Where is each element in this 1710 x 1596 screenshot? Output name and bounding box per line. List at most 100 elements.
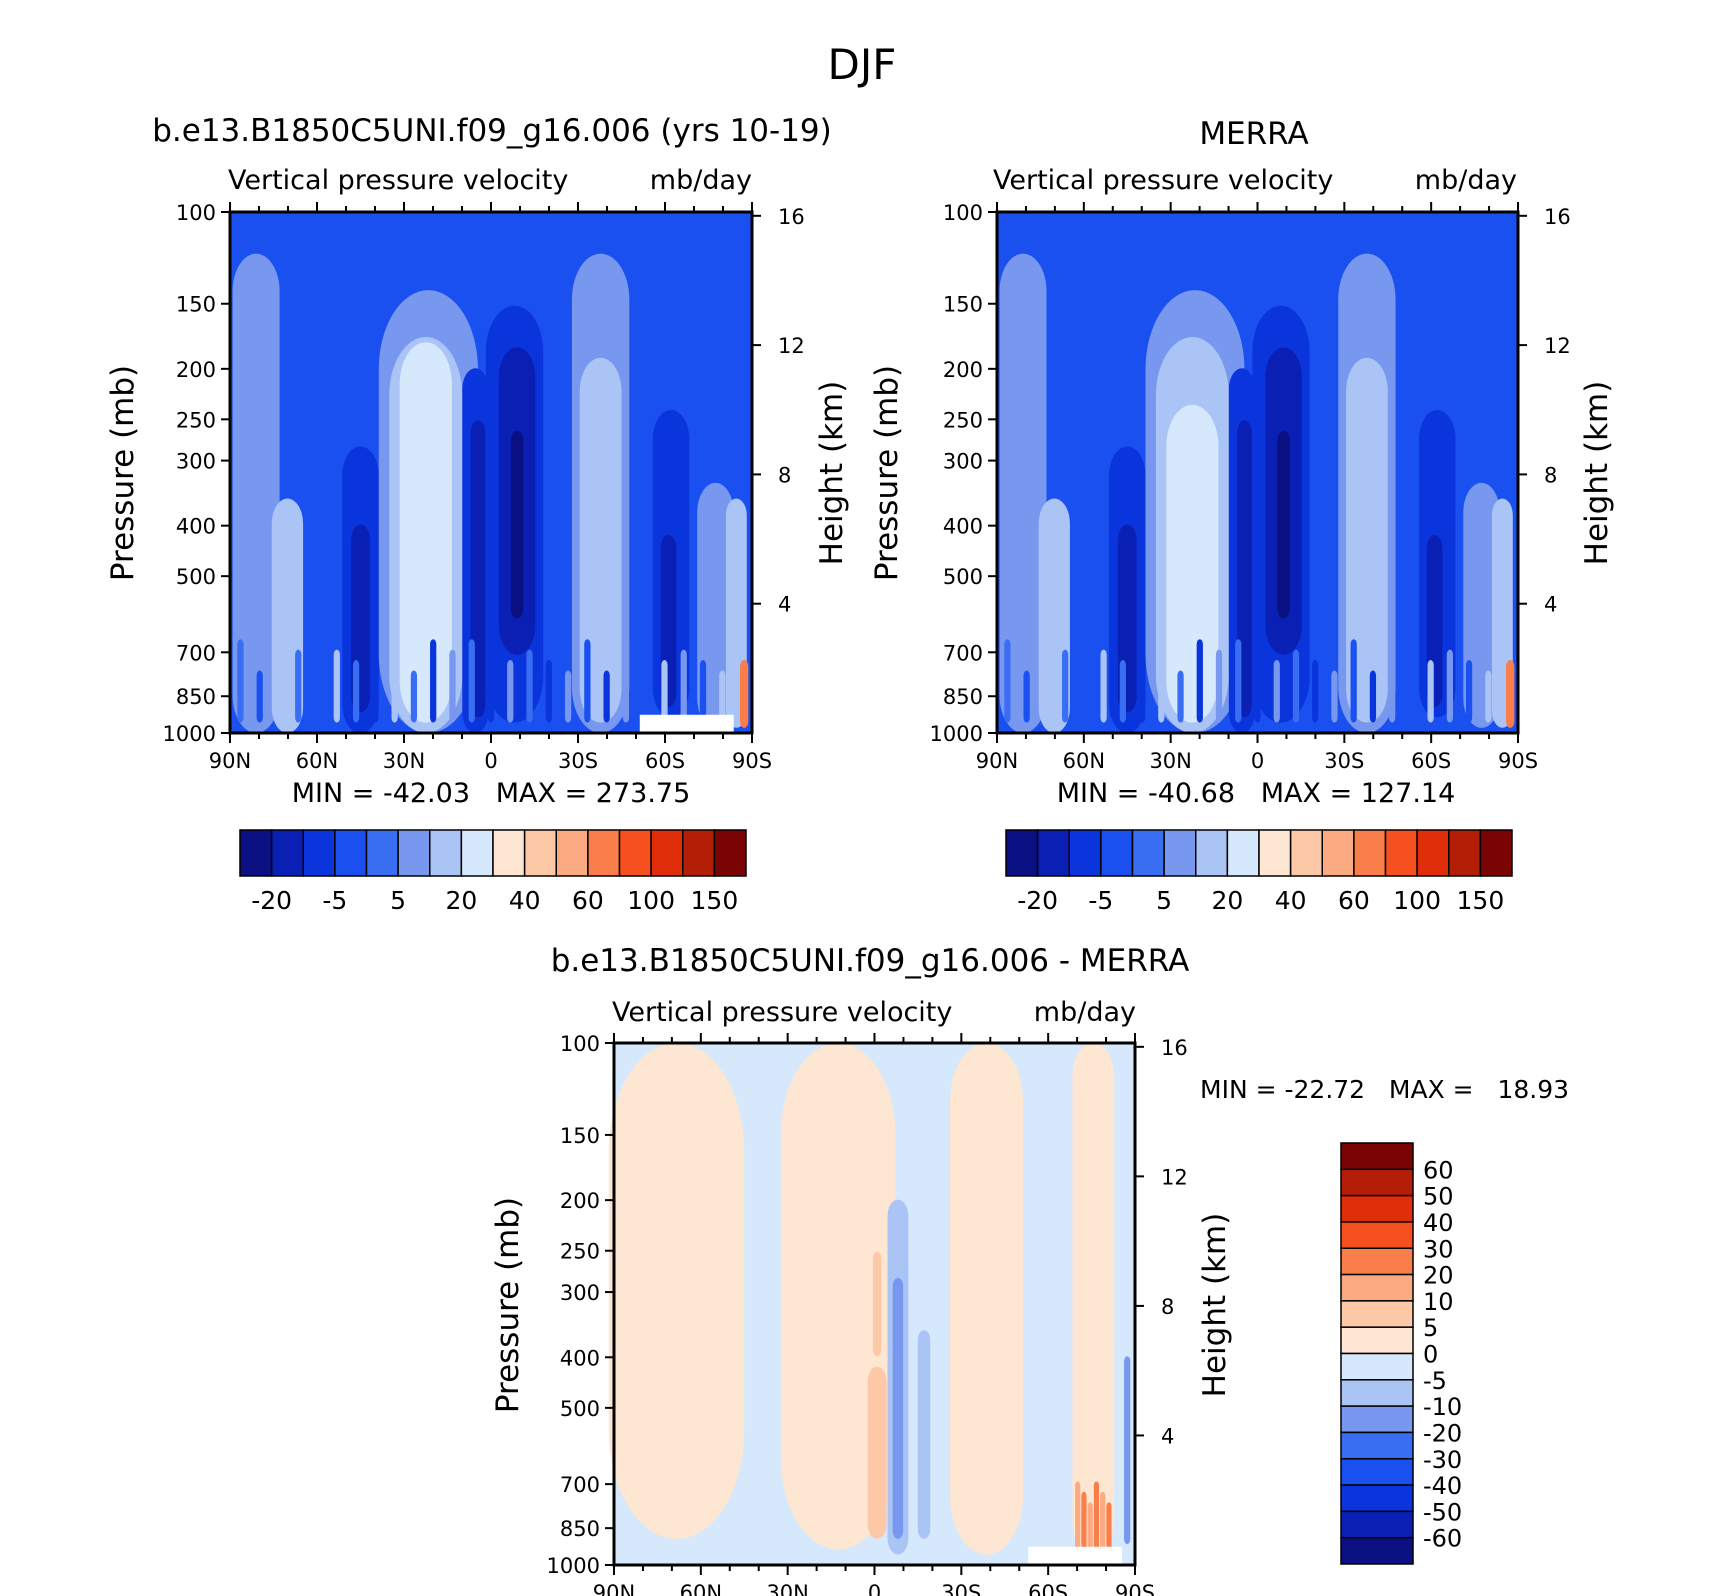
panel-diff-ptick-label: 200	[560, 1189, 600, 1213]
panel-diff-colorbar-label: -60	[1423, 1525, 1462, 1553]
panel-diff-lat-label: 90S	[1115, 1581, 1155, 1596]
panel-diff-contour	[1081, 1491, 1087, 1555]
panel-diff-axes: 100 150 200 250 300 400 500 700 850 1000 16 12 8 4 90N…	[547, 1032, 1188, 1596]
panel-obs-lat-label: 60S	[1411, 749, 1451, 773]
panel-obs-htick-label: 16	[1544, 205, 1571, 229]
panel-model-colorbar-box	[618, 829, 652, 877]
panel-obs-contour	[1465, 660, 1473, 723]
panel-diff-ptick-label: 400	[560, 1346, 600, 1370]
panel-model-colorbar-box	[713, 829, 747, 877]
panel-obs-contour	[1215, 649, 1223, 723]
panel-obs-contour	[1446, 649, 1453, 723]
panel-obs-contour	[1312, 660, 1319, 723]
panel-diff-contour	[1106, 1502, 1112, 1555]
panel-diff-colorbar-label: -5	[1423, 1367, 1447, 1395]
panel-obs-ylabel: Pressure (mb)	[869, 365, 905, 581]
panel-model-htick-label: 8	[778, 463, 791, 487]
panel-model-colorbar-label: 40	[509, 886, 541, 915]
panel-model-colorbar-box	[270, 829, 304, 877]
panel-model-contour	[507, 660, 514, 723]
panel-diff-htick-label: 12	[1161, 1165, 1188, 1189]
panel-model-colorbar-box	[555, 829, 589, 877]
panel-diff-colorbar-box	[1340, 1326, 1414, 1355]
panel-diff-contour	[917, 1330, 931, 1539]
panel-model-contour	[295, 649, 302, 723]
panel-obs-contour	[1196, 639, 1203, 723]
panel-obs-colorbar: -20 -5 5 20 40 60 100 150	[1005, 829, 1513, 915]
panel-obs-colorbar-label: -20	[1017, 886, 1058, 915]
panel-obs-colorbar-box	[1321, 829, 1355, 877]
panel-diff-ptick-label: 150	[560, 1124, 600, 1148]
panel-obs-colorbar-box	[1289, 829, 1323, 877]
panel-model-colorbar-label: 5	[390, 886, 406, 915]
panel-diff-contour	[1072, 1043, 1115, 1555]
panel-obs-contour	[1369, 670, 1377, 723]
panel-obs-colorbar-box	[1068, 829, 1102, 877]
panel-obs-contour	[1350, 639, 1357, 723]
panel-model-ptick-label: 850	[176, 685, 216, 709]
panel-model-ptick-label: 100	[176, 201, 216, 225]
panel-diff-colorbar-label: 10	[1423, 1288, 1454, 1316]
panel-diff-colorbar-box	[1340, 1273, 1414, 1302]
panel-diff-colorbar-box	[1340, 1142, 1414, 1171]
panel-obs-contour	[1463, 482, 1500, 728]
panel-model-colorbar-label: 60	[572, 886, 604, 915]
panel-obs-colorbar-box	[1448, 829, 1482, 877]
panel-obs: MERRA Vertical pressure velocity mb/day …	[869, 116, 1615, 915]
panel-model-colorbar-box	[492, 829, 526, 877]
panel-diff-colorbar-label: 20	[1423, 1262, 1454, 1290]
panel-model-colorbar-box	[523, 829, 557, 877]
panel-diff-colorbar-label: 0	[1423, 1341, 1438, 1369]
panel-diff-contour	[1093, 1481, 1100, 1555]
panel-diff-ptick-label: 850	[560, 1517, 600, 1541]
panel-model-contour	[697, 482, 734, 728]
panel-obs-colorbar-box	[1416, 829, 1450, 877]
panel-diff-contour	[1124, 1356, 1131, 1545]
panel-diff-title: b.e13.B1850C5UNI.f09_g16.006 - MERRA	[551, 943, 1190, 979]
panel-model-ptick-label: 1000	[163, 722, 216, 746]
panel-diff-ptick-label: 250	[560, 1240, 600, 1264]
panel-obs-contour	[1081, 639, 1088, 723]
panel-model-colorbar-box	[682, 829, 716, 877]
panel-model-ylabel: Pressure (mb)	[105, 365, 141, 581]
panel-model-contour	[232, 253, 280, 733]
panel-diff-colorbar-box	[1340, 1458, 1414, 1486]
panel-obs-contour	[1166, 404, 1219, 723]
panel-obs-contour	[1346, 357, 1388, 723]
panel-diff-missing-data	[1028, 1546, 1122, 1565]
panel-diff-colorbar-box	[1340, 1221, 1414, 1249]
panel-obs-lat-label: 90S	[1498, 749, 1538, 773]
panel-diff-ptick-label: 100	[560, 1032, 600, 1056]
panel-obs-colorbar-label: -5	[1088, 886, 1113, 915]
panel-obs-contour	[1004, 639, 1011, 723]
panel-model-stats: MIN = -42.03 MAX = 273.75	[292, 778, 691, 809]
panel-obs-contour	[1023, 670, 1030, 723]
panel-diff-colorbar-box	[1340, 1379, 1414, 1407]
panel-diff-colorbar-label: 60	[1423, 1156, 1454, 1184]
panel-diff-colorbar-label: 30	[1423, 1235, 1454, 1263]
panel-diff-colorbar-box	[1340, 1300, 1414, 1328]
panel-obs-contour	[1235, 639, 1242, 723]
panel-obs-ptick-label: 700	[943, 641, 983, 665]
panel-model-colorbar-label: -20	[251, 886, 292, 915]
panel-obs-contour	[1331, 670, 1338, 723]
panel-obs-colorbar-label: 20	[1211, 886, 1243, 915]
panel-model-contour	[680, 649, 687, 723]
panel-model-htick-label: 16	[778, 205, 805, 229]
panel-obs-contour	[1042, 639, 1050, 723]
panel-obs-lat-label: 60N	[1063, 749, 1105, 773]
panel-model-contour	[642, 649, 649, 723]
panel-model-colorbar-label: 100	[627, 886, 675, 915]
panel-model-colorbar-box	[587, 829, 621, 877]
panel-model-contour	[352, 660, 360, 723]
panel-model-ylabel-right: Height (km)	[814, 381, 850, 566]
panel-diff-lat-label: 30N	[766, 1581, 808, 1596]
panel-diff-colorbar-label: 50	[1423, 1183, 1454, 1211]
panel-diff-htick-label: 16	[1161, 1036, 1188, 1060]
panel-obs-colorbar-box	[1163, 829, 1197, 877]
panel-diff-colorbar-label: -50	[1423, 1498, 1462, 1526]
panel-model-contour	[545, 660, 552, 723]
panel-obs-contour	[1100, 649, 1107, 723]
panel-model-variable: Vertical pressure velocity	[228, 165, 568, 196]
